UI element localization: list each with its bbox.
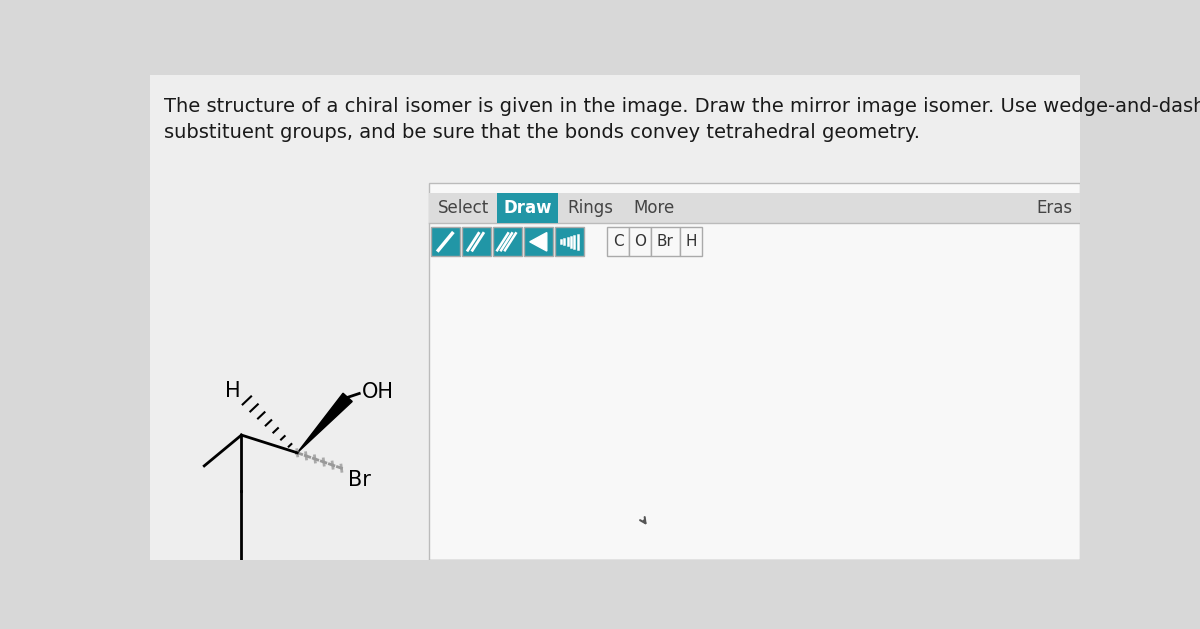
Text: Br: Br — [348, 470, 371, 491]
Text: C: C — [613, 234, 624, 249]
Text: Br: Br — [656, 234, 674, 249]
Bar — [629, 227, 650, 257]
Bar — [607, 227, 629, 257]
Bar — [431, 227, 460, 257]
Bar — [497, 193, 558, 223]
Bar — [430, 193, 1080, 223]
Bar — [492, 227, 522, 257]
Text: Select: Select — [438, 199, 488, 217]
Polygon shape — [529, 233, 547, 251]
Text: Eras: Eras — [1036, 199, 1073, 217]
Bar — [430, 183, 1080, 560]
Polygon shape — [298, 393, 353, 453]
Text: H: H — [685, 234, 697, 249]
Bar — [462, 227, 491, 257]
Text: OH: OH — [361, 382, 394, 402]
Text: H: H — [226, 381, 241, 401]
Bar — [554, 227, 584, 257]
Bar — [680, 227, 702, 257]
Text: substituent groups, and be sure that the bonds convey tetrahedral geometry.: substituent groups, and be sure that the… — [164, 123, 920, 142]
Text: Rings: Rings — [568, 199, 613, 217]
Text: Draw: Draw — [503, 199, 552, 217]
Bar — [523, 227, 553, 257]
Text: More: More — [634, 199, 674, 217]
Bar — [650, 227, 680, 257]
Text: The structure of a chiral isomer is given in the image. Draw the mirror image is: The structure of a chiral isomer is give… — [164, 97, 1200, 116]
Text: O: O — [634, 234, 646, 249]
